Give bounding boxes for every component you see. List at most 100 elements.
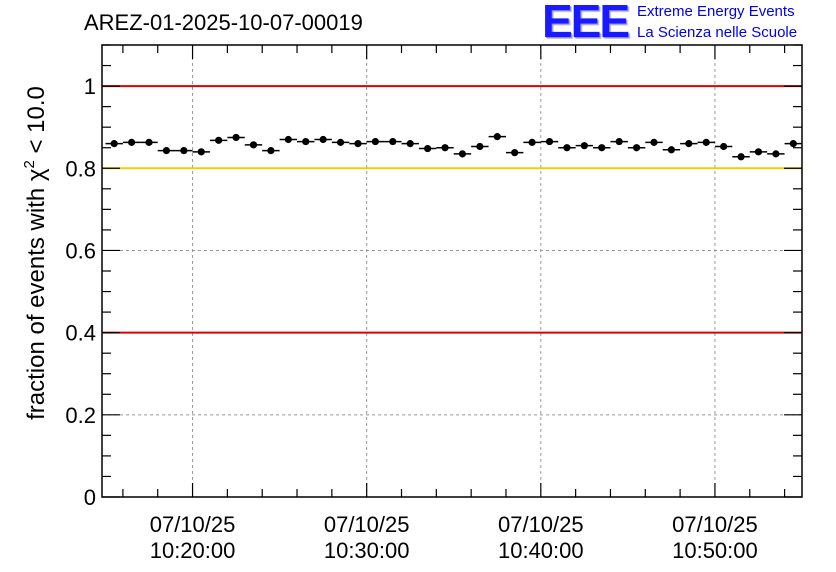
data-marker (371, 137, 379, 146)
data-marker (128, 138, 136, 146)
data-marker (493, 133, 501, 141)
data-point (401, 140, 419, 148)
data-marker (563, 144, 571, 152)
data-point (610, 137, 628, 146)
x-tick-label-date: 07/10/25 (498, 512, 584, 537)
y-tick-label: 1 (84, 74, 96, 99)
data-marker (284, 135, 292, 144)
data-point (140, 138, 158, 146)
x-tick-label-time: 10:50:00 (672, 538, 758, 563)
data-marker (615, 137, 623, 146)
data-point (227, 133, 245, 142)
axis-ticks (102, 44, 802, 498)
y-axis-title-threshold: < 10.0 (23, 86, 50, 160)
data-point (122, 138, 141, 146)
data-point (331, 138, 350, 146)
y-tick-label: 0.6 (65, 238, 96, 263)
logo-text-line-2: La Scienza nelle Scuole (637, 24, 798, 41)
data-point (488, 133, 506, 141)
data-marker (528, 138, 536, 146)
data-marker (406, 140, 414, 148)
data-point (714, 142, 733, 151)
data-point (627, 144, 646, 152)
y-tick-label: 0.8 (65, 156, 96, 181)
plot-frame (101, 44, 803, 498)
data-point (662, 146, 681, 154)
data-point (593, 144, 611, 152)
data-marker (110, 140, 118, 148)
data-point (192, 148, 210, 156)
run-title: AREZ-01-2025-10-07-00019 (84, 10, 363, 35)
data-marker (476, 142, 484, 151)
eee-logo: EEE Extreme Energy Events La Scienza nel… (542, 0, 836, 48)
data-marker (458, 150, 467, 158)
y-tick-label: 0 (84, 485, 96, 510)
data-marker (772, 150, 780, 158)
data-point (453, 150, 472, 158)
x-tick-label-time: 10:20:00 (150, 538, 236, 563)
x-tick-label-time: 10:40:00 (498, 538, 584, 563)
data-point (175, 147, 193, 155)
data-marker (336, 138, 345, 146)
data-point (767, 150, 785, 158)
data-marker (389, 137, 397, 146)
y-tick-label: 0.4 (65, 321, 96, 346)
data-point (749, 148, 768, 156)
eee-logo-letters: EEE (542, 0, 630, 47)
data-marker (215, 136, 223, 144)
data-marker (162, 147, 171, 155)
data-marker (667, 146, 676, 154)
grid (102, 45, 802, 497)
y-axis-title-chi: χ (23, 168, 50, 181)
data-marker (598, 144, 606, 152)
data-marker (702, 138, 710, 146)
data-marker (789, 140, 797, 148)
data-marker (232, 133, 240, 142)
data-marker (720, 142, 728, 151)
data-marker (580, 142, 588, 150)
data-marker (302, 137, 310, 146)
data-point (297, 137, 315, 146)
data-point (262, 147, 280, 155)
data-marker (319, 135, 327, 144)
data-marker (650, 138, 658, 146)
data-point (523, 138, 541, 146)
y-axis-title-exponent: 2 (21, 160, 38, 168)
data-marker (267, 147, 275, 155)
data-marker (511, 149, 519, 157)
data-marker (424, 144, 432, 153)
data-points (105, 133, 802, 161)
logo-text-line-1: Extreme Energy Events (637, 3, 795, 20)
data-point (105, 140, 123, 148)
data-marker (441, 144, 449, 152)
data-point (645, 138, 663, 146)
y-tick-label: 0.2 (65, 403, 96, 428)
data-point (505, 149, 524, 157)
data-point (314, 135, 332, 144)
data-point (209, 136, 228, 144)
data-marker (197, 148, 205, 156)
data-point (349, 140, 367, 148)
x-tick-label-date: 07/10/25 (672, 512, 758, 537)
data-marker (685, 140, 693, 148)
threshold-lines (102, 85, 802, 334)
data-point (575, 142, 594, 150)
data-point (784, 140, 802, 148)
data-point (697, 138, 715, 146)
data-point (540, 137, 559, 146)
data-marker (545, 137, 554, 146)
tick-labels: 00.20.40.60.8107/10/2510:20:0007/10/2510… (65, 74, 757, 563)
data-marker (354, 140, 362, 148)
data-marker (737, 153, 745, 161)
x-tick-label-date: 07/10/25 (324, 512, 410, 537)
data-point (558, 144, 576, 152)
data-marker (180, 147, 188, 155)
data-point (680, 140, 698, 148)
y-axis-title: fraction of events with χ2 < 10.0 (21, 86, 50, 420)
data-marker (632, 144, 641, 152)
data-point (418, 144, 437, 153)
x-tick-label-time: 10:30:00 (324, 538, 410, 563)
data-point (471, 142, 489, 151)
data-marker (754, 148, 763, 156)
